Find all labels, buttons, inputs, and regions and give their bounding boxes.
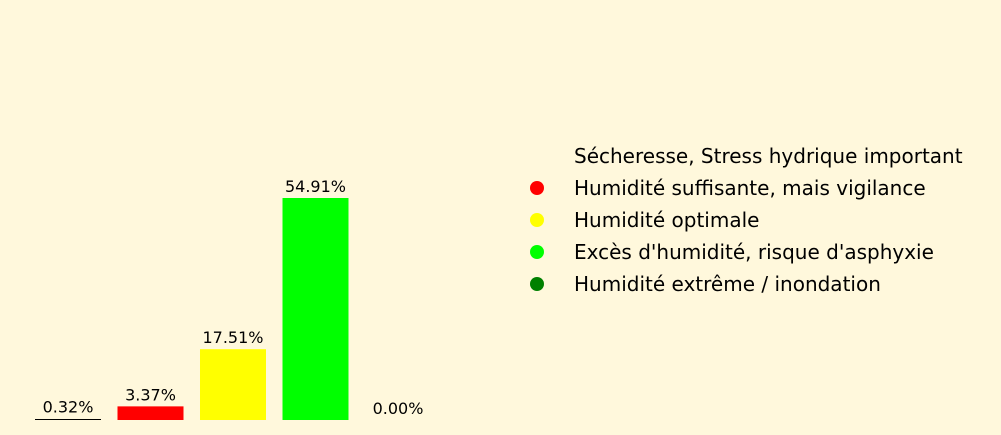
legend-item-secheresse: Sécheresse, Stress hydrique important bbox=[524, 140, 994, 172]
legend-marker-vigilance bbox=[530, 181, 544, 195]
legend-item-optimale: Humidité optimale bbox=[524, 204, 994, 236]
legend-label-secheresse: Sécheresse, Stress hydrique important bbox=[574, 144, 963, 168]
legend-label-extreme: Humidité extrême / inondation bbox=[574, 272, 881, 296]
data-label-exces: 54.91% bbox=[285, 177, 346, 196]
legend-marker-secheresse bbox=[530, 149, 544, 163]
data-label-optimale: 17.51% bbox=[202, 328, 263, 347]
data-label-vigilance: 3.37% bbox=[125, 385, 176, 404]
legend-marker-optimale bbox=[530, 213, 544, 227]
legend-label-vigilance: Humidité suffisante, mais vigilance bbox=[574, 176, 926, 200]
bar-optimale bbox=[200, 349, 266, 420]
bar-exces bbox=[282, 198, 349, 420]
legend-marker-extreme bbox=[530, 277, 544, 291]
legend-item-extreme: Humidité extrême / inondation bbox=[524, 268, 994, 300]
data-label-extreme: 0.00% bbox=[373, 399, 424, 418]
data-label-secheresse: 0.32% bbox=[43, 398, 94, 417]
legend-marker-exces bbox=[530, 245, 544, 259]
legend-item-exces: Excès d'humidité, risque d'asphyxie bbox=[524, 236, 994, 268]
legend-item-vigilance: Humidité suffisante, mais vigilance bbox=[524, 172, 994, 204]
legend: Sécheresse, Stress hydrique important Hu… bbox=[524, 140, 994, 300]
bar-vigilance bbox=[117, 406, 184, 420]
legend-label-optimale: Humidité optimale bbox=[574, 208, 760, 232]
legend-label-exces: Excès d'humidité, risque d'asphyxie bbox=[574, 240, 934, 264]
